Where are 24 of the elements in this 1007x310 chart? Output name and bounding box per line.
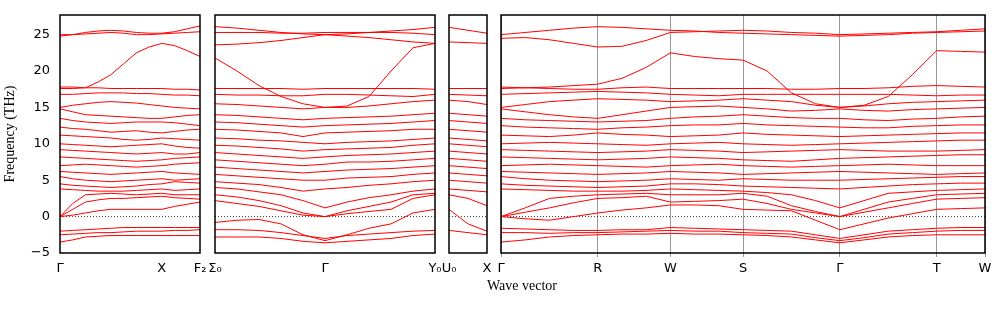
x-tick-label: Σ₀ (208, 260, 222, 276)
x-tick-label: Γ (497, 260, 506, 276)
y-tick-label: 20 (33, 62, 50, 78)
y-tick-label: 15 (33, 98, 50, 114)
x-tick-label: R (593, 260, 603, 276)
x-tick-label: T (931, 260, 941, 276)
x-tick-label: Γ (56, 260, 65, 276)
x-axis-title: Wave vector (487, 278, 557, 294)
y-tick-label: 0 (41, 207, 50, 223)
y-tick-label: 5 (41, 171, 50, 187)
x-tick-label: F₂ (193, 260, 207, 276)
x-tick-label: W (978, 260, 992, 276)
x-tick-label: U₀ (441, 260, 457, 276)
x-tick-label: Y₀ (427, 260, 442, 276)
y-axis-title: Frequency (THz) (2, 85, 19, 183)
x-tick-label: X (482, 260, 492, 276)
x-tick-label: Γ (321, 260, 330, 276)
y-tick-label: −5 (30, 244, 50, 260)
y-tick-label: 25 (33, 26, 50, 42)
x-tick-label: W (663, 260, 677, 276)
x-tick-label: X (157, 260, 167, 276)
x-tick-label: Γ (836, 260, 845, 276)
x-tick-label: S (738, 260, 748, 276)
y-tick-label: 10 (33, 135, 50, 151)
